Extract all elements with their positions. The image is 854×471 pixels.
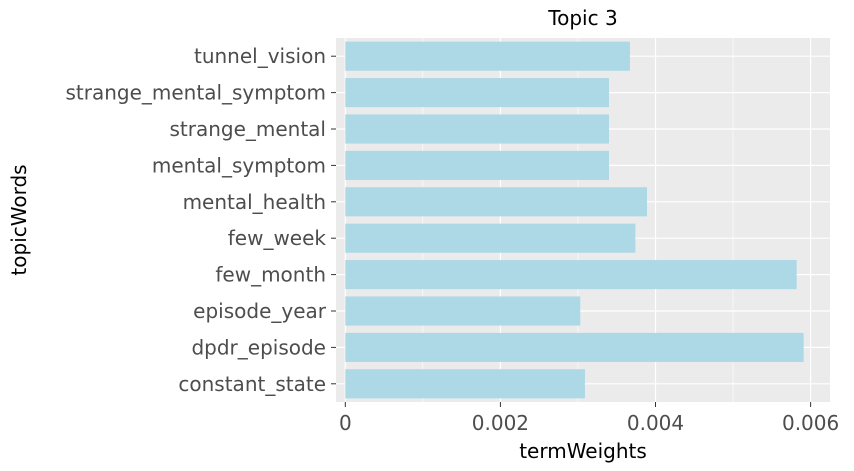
y-tick-label: few_week [228, 226, 327, 250]
bar-mental_health [345, 187, 647, 217]
bar-constant_state [345, 369, 585, 399]
y-tick-label: strange_mental_symptom [65, 81, 326, 105]
y-tick-label: tunnel_vision [194, 44, 326, 68]
bar-strange_mental_symptom [345, 78, 609, 108]
y-tick-label: constant_state [178, 372, 326, 396]
y-axis-title: topicWords [7, 164, 31, 275]
y-tick-label: episode_year [193, 299, 327, 323]
y-tick-label: strange_mental [169, 117, 326, 141]
x-tick-label: 0.002 [472, 411, 529, 435]
bar-few_week [345, 223, 636, 253]
x-tick-label: 0.006 [782, 411, 839, 435]
y-tick-label: dpdr_episode [191, 335, 326, 359]
bar-dpdr_episode [345, 332, 804, 362]
bar-few_month [345, 260, 797, 290]
bar-mental_symptom [345, 150, 609, 180]
bar-tunnel_vision [345, 41, 630, 71]
bar-episode_year [345, 296, 581, 326]
chart-title: Topic 3 [547, 6, 617, 30]
y-axis: tunnel_vision strange_mental_symptomstran… [65, 44, 336, 396]
x-axis-title: termWeights [519, 439, 647, 463]
y-tick-label: mental_symptom [152, 153, 326, 177]
x-tick-label: 0.004 [627, 411, 684, 435]
y-tick-label: few_month [215, 263, 326, 287]
bar-strange_mental [345, 114, 609, 144]
x-tick-label: 0 [339, 411, 352, 435]
bars [345, 41, 804, 399]
x-axis: 0 0.002 0.004 0.006 [339, 402, 839, 435]
y-tick-label: mental_health [183, 190, 326, 214]
